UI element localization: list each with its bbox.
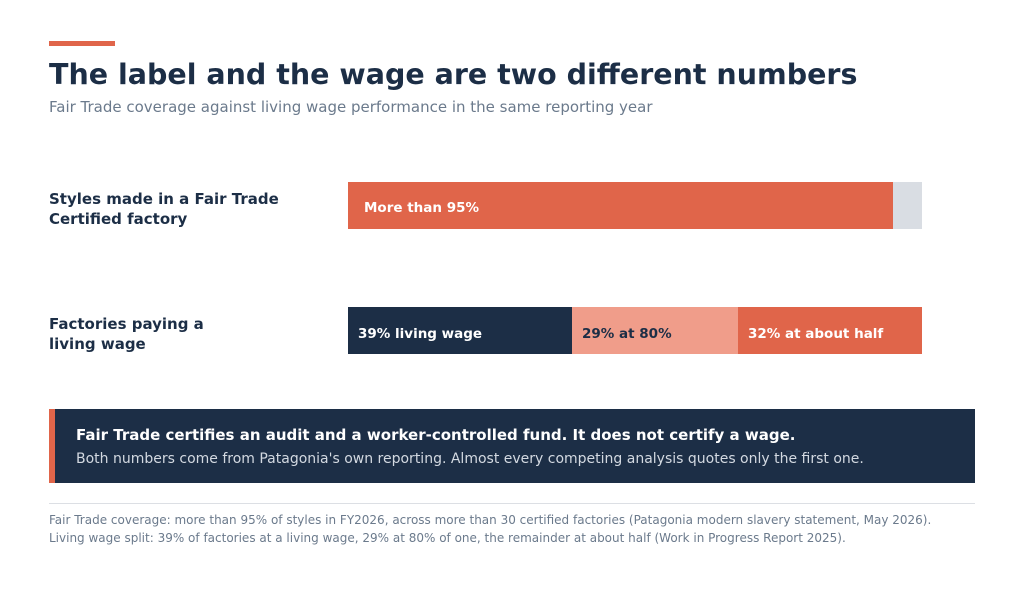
bar-segment-label: 32% at about half [748,325,884,342]
bar-segment: 29% at 80% [572,307,738,354]
bar-segment-label: 39% living wage [358,325,483,342]
row-label-living-wage: Factories paying a living wage [49,314,329,354]
row-label-line: living wage [49,335,146,353]
source-note: Living wage split: 39% of factories at a… [49,531,846,545]
callout-body: Both numbers come from Patagonia's own r… [76,451,864,467]
bar-segment-label: More than 95% [364,199,480,216]
callout-headline: Fair Trade certifies an audit and a work… [76,426,796,444]
row-label-fair-trade: Styles made in a Fair Trade Certified fa… [49,189,329,229]
bar-segment: 32% at about half [738,307,922,354]
row-label-line: Factories paying a [49,315,204,333]
footer-divider [49,503,975,504]
callout-box: Fair Trade certifies an audit and a work… [49,409,975,483]
bar-living-wage-split: 39% living wage 29% at 80% 32% at about ha… [348,307,922,354]
callout-accent-stripe [49,409,55,483]
row-label-line: Styles made in a Fair Trade [49,190,279,208]
bar-segment-label: 29% at 80% [582,325,672,342]
chart-title: The label and the wage are two different… [49,58,858,91]
bar-fair-trade-coverage: More than 95% [348,182,922,229]
row-label-line: Certified factory [49,210,188,228]
title-accent-bar [49,41,115,46]
bar-segment: 39% living wage [348,307,572,354]
chart-subtitle: Fair Trade coverage against living wage … [49,98,653,116]
bar-segment: More than 95% [348,182,893,229]
source-note: Fair Trade coverage: more than 95% of st… [49,513,932,527]
bar-segment-remainder [893,182,922,229]
